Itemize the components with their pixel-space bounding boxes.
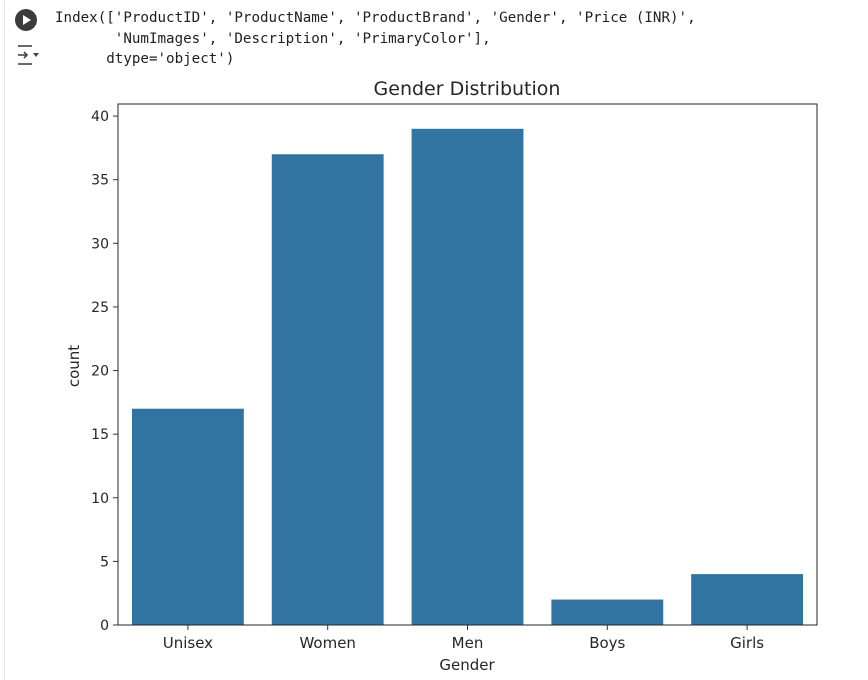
play-icon: [23, 15, 31, 25]
run-cell-button[interactable]: [15, 9, 37, 31]
bar-men: [411, 128, 524, 626]
cell-output-text: Index(['ProductID', 'ProductName', 'Prod…: [55, 8, 696, 70]
y-tick-label: 25: [91, 300, 109, 316]
bar-girls: [691, 574, 804, 625]
output-line: Index(['ProductID', 'ProductName', 'Prod…: [55, 10, 696, 26]
output-line: dtype='object'): [55, 51, 235, 67]
y-tick-label: 40: [91, 109, 109, 125]
plot-frame: [117, 103, 818, 626]
y-tick-label: 5: [100, 554, 109, 570]
x-tick-label: Women: [299, 634, 355, 652]
x-tick-label: Unisex: [163, 634, 213, 652]
output-line: 'NumImages', 'Description', 'PrimaryColo…: [55, 30, 491, 47]
chart-title: Gender Distribution: [374, 78, 561, 100]
y-tick-label: 15: [91, 427, 109, 443]
y-tick-label: 0: [100, 618, 109, 634]
y-tick-label: 35: [91, 173, 109, 189]
bar-unisex: [131, 408, 244, 625]
output-menu-button[interactable]: [16, 44, 40, 66]
x-tick-label: Men: [452, 634, 484, 652]
y-tick-label: 30: [91, 236, 109, 252]
cell-gutter-divider: [4, 0, 5, 680]
y-tick-label: 10: [91, 491, 109, 507]
output-menu-icon: [18, 45, 39, 65]
x-tick-label: Boys: [589, 634, 625, 652]
x-tick-label: Girls: [730, 634, 764, 652]
chart-container: Gender Distribution count Gender 0 5 10 15 2…: [0, 70, 868, 680]
bar-chart: Gender Distribution count Gender 0 5 10 15 2…: [65, 78, 818, 674]
x-axis-label: Gender: [439, 656, 495, 674]
y-tick-label: 20: [91, 364, 109, 380]
y-axis-label: count: [65, 345, 83, 387]
bar-women: [271, 154, 384, 625]
bar-boys: [551, 599, 664, 625]
